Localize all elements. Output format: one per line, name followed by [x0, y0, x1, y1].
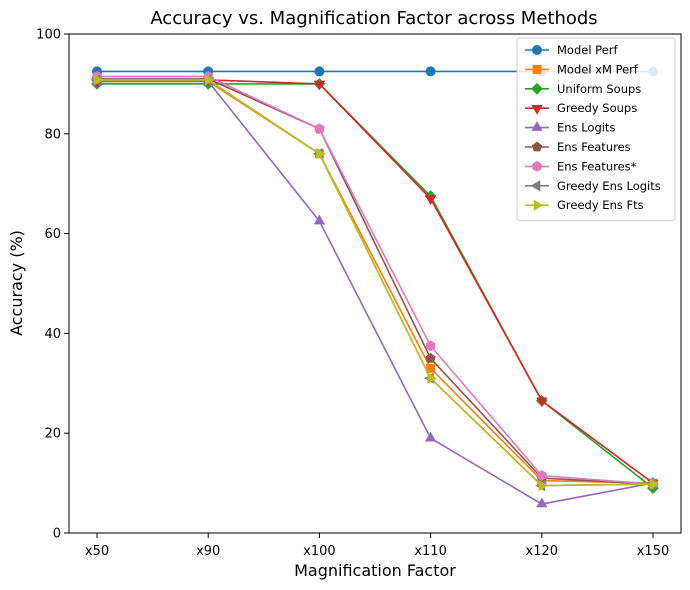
legend-item: Ens Features	[525, 140, 631, 154]
legend: Model Perf Model xM Perf Uniform Soups Gree…	[516, 37, 676, 222]
y-tick-label: 40	[44, 327, 61, 342]
x-tick-label: x100	[303, 544, 336, 559]
legend-item: Greedy Ens Fts	[525, 198, 644, 212]
data-point	[649, 478, 660, 490]
legend-label: Ens Features*	[557, 159, 637, 173]
y-tick-label: 60	[44, 227, 61, 242]
legend-item: Ens Features*	[525, 159, 637, 173]
y-tick-label: 0	[53, 527, 61, 542]
plot-frame	[68, 33, 682, 534]
legend-item: Ens Logits	[525, 121, 615, 135]
legend-item: Greedy Ens Logits	[525, 179, 661, 193]
legend-marker	[532, 45, 542, 55]
legend-marker	[533, 199, 544, 211]
data-point	[537, 470, 547, 481]
legend-box	[516, 37, 676, 222]
y-tick-label: 100	[36, 28, 61, 43]
data-point	[93, 74, 104, 86]
legend-marker	[531, 82, 543, 95]
x-axis: x50 x90 x100 x110 x120 x150	[85, 533, 669, 559]
legend-label: Ens Features	[557, 140, 631, 154]
data-point	[536, 397, 548, 408]
legend-label: Model Perf	[557, 43, 619, 57]
data-point	[425, 66, 436, 77]
series-line	[97, 75, 654, 485]
legend-marker	[530, 180, 541, 192]
legend-marker	[531, 121, 543, 131]
legend-marker	[531, 104, 543, 115]
x-tick-label: x50	[85, 544, 109, 559]
data-point	[538, 479, 549, 492]
data-point	[425, 352, 436, 363]
legend-label: Uniform Soups	[557, 82, 641, 96]
data-point	[316, 148, 326, 160]
legend-item: Model Perf	[525, 43, 619, 57]
legend-label: Greedy Ens Logits	[557, 179, 661, 193]
legend-item: Uniform Soups	[525, 82, 641, 96]
x-axis-label: Magnification Factor	[294, 561, 456, 580]
series-greedy-ens-fts	[93, 74, 660, 492]
series-line	[97, 78, 654, 485]
data-point	[427, 372, 438, 384]
data-point	[425, 340, 436, 352]
y-axis-label: Accuracy (%)	[7, 230, 26, 336]
series-line	[97, 79, 654, 487]
data-point	[313, 80, 326, 91]
legend-label: Ens Logits	[557, 121, 615, 135]
legend-marker	[532, 161, 542, 172]
x-tick-label: x150	[637, 544, 670, 559]
y-axis: 0 20 40 60 80 100	[36, 28, 69, 542]
legend-label: Greedy Ens Fts	[557, 198, 644, 212]
data-point	[314, 66, 325, 77]
legend-item: Greedy Soups	[525, 101, 637, 115]
x-tick-label: x110	[414, 544, 447, 559]
data-point	[536, 497, 548, 508]
series-line	[97, 80, 654, 505]
legend-item: Model xM Perf	[525, 62, 639, 76]
data-point	[424, 195, 437, 206]
series-layer	[90, 66, 660, 508]
y-tick-label: 80	[44, 127, 61, 142]
legend-label: Greedy Soups	[557, 101, 637, 115]
legend-label: Model xM Perf	[557, 62, 639, 76]
x-tick-label: x120	[526, 544, 559, 559]
data-point	[426, 363, 436, 373]
data-point	[314, 123, 325, 135]
chart-title: Accuracy vs. Magnification Factor across…	[150, 8, 597, 29]
legend-marker	[532, 64, 542, 74]
data-point	[424, 431, 437, 442]
x-tick-label: x90	[196, 544, 220, 559]
legend-marker	[531, 141, 543, 152]
data-point	[204, 74, 215, 86]
y-tick-label: 20	[44, 427, 61, 442]
data-point	[313, 214, 326, 225]
